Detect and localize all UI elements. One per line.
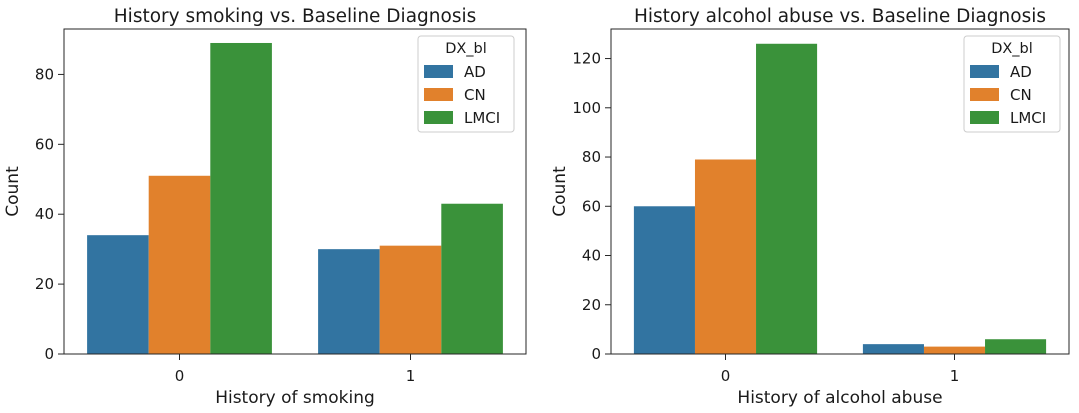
y-tick-label: 0	[591, 345, 601, 363]
bar-cn-0	[694, 159, 757, 354]
chart-title: History alcohol abuse vs. Baseline Diagn…	[634, 6, 1046, 27]
y-tick-label: 60	[582, 197, 601, 215]
legend-label-lmci: LMCI	[1010, 109, 1046, 127]
legend: DX_bl AD CN LMCI	[963, 35, 1061, 133]
y-tick-label: 60	[35, 135, 54, 153]
bar-lmci-0	[756, 43, 818, 355]
legend-swatch-lmci	[970, 111, 999, 124]
legend-label-cn: CN	[1010, 86, 1032, 104]
chart-panel-1: 0 20 40 60 80 0 1 History smoking vs. Baseline …	[3, 6, 527, 408]
bar-cn-0	[148, 175, 211, 354]
legend-title: DX_bl	[991, 41, 1033, 57]
x-tick-label: 0	[721, 367, 731, 385]
plot-frame	[610, 28, 1070, 355]
legend-label-lmci: LMCI	[464, 109, 500, 127]
y-tick-label: 0	[44, 345, 54, 363]
y-tick-label: 40	[582, 247, 601, 265]
y-tick-label: 120	[572, 50, 601, 68]
bar-lmci-1	[985, 339, 1047, 354]
y-tick-label: 40	[35, 205, 54, 223]
chart-title: History smoking vs. Baseline Diagnosis	[114, 6, 476, 27]
x-tick-label: 0	[175, 367, 185, 385]
bar-lmci-0	[210, 42, 272, 354]
legend-swatch-lmci	[424, 111, 453, 124]
bar-ad-1	[862, 344, 924, 354]
x-tick-label: 1	[406, 367, 416, 385]
x-tick-label: 1	[950, 367, 960, 385]
y-tick-label: 20	[582, 296, 601, 314]
legend: DX_bl AD CN LMCI	[417, 35, 515, 133]
legend-swatch-ad	[970, 65, 999, 78]
y-tick-label: 80	[582, 148, 601, 166]
bar-ad-0	[633, 206, 695, 354]
plot-frame	[63, 28, 527, 355]
legend-swatch-cn	[424, 88, 453, 101]
legend-label-cn: CN	[464, 86, 486, 104]
y-axis-label: Count	[550, 166, 570, 217]
legend-swatch-cn	[970, 88, 999, 101]
legend-label-ad: AD	[1010, 63, 1032, 81]
bar-cn-1	[379, 245, 442, 354]
bar-ad-1	[318, 249, 380, 354]
legend-label-ad: AD	[464, 63, 486, 81]
legend-box	[963, 35, 1061, 133]
y-tick-label: 100	[572, 99, 601, 117]
legend-title: DX_bl	[445, 41, 487, 57]
legend-box	[417, 35, 515, 133]
y-tick-label: 20	[35, 275, 54, 293]
y-tick-label: 80	[35, 65, 54, 83]
chart-panel-2: 0 20 40 60 80 100 120 0 1 History alcohol abuse v…	[550, 6, 1070, 408]
x-axis-label: History of smoking	[215, 388, 375, 408]
bar-lmci-1	[441, 203, 503, 354]
y-axis-label: Count	[3, 166, 23, 217]
legend-swatch-ad	[424, 65, 453, 78]
bar-cn-1	[923, 346, 986, 354]
bar-ad-0	[87, 235, 149, 354]
x-axis-label: History of alcohol abuse	[737, 388, 942, 408]
